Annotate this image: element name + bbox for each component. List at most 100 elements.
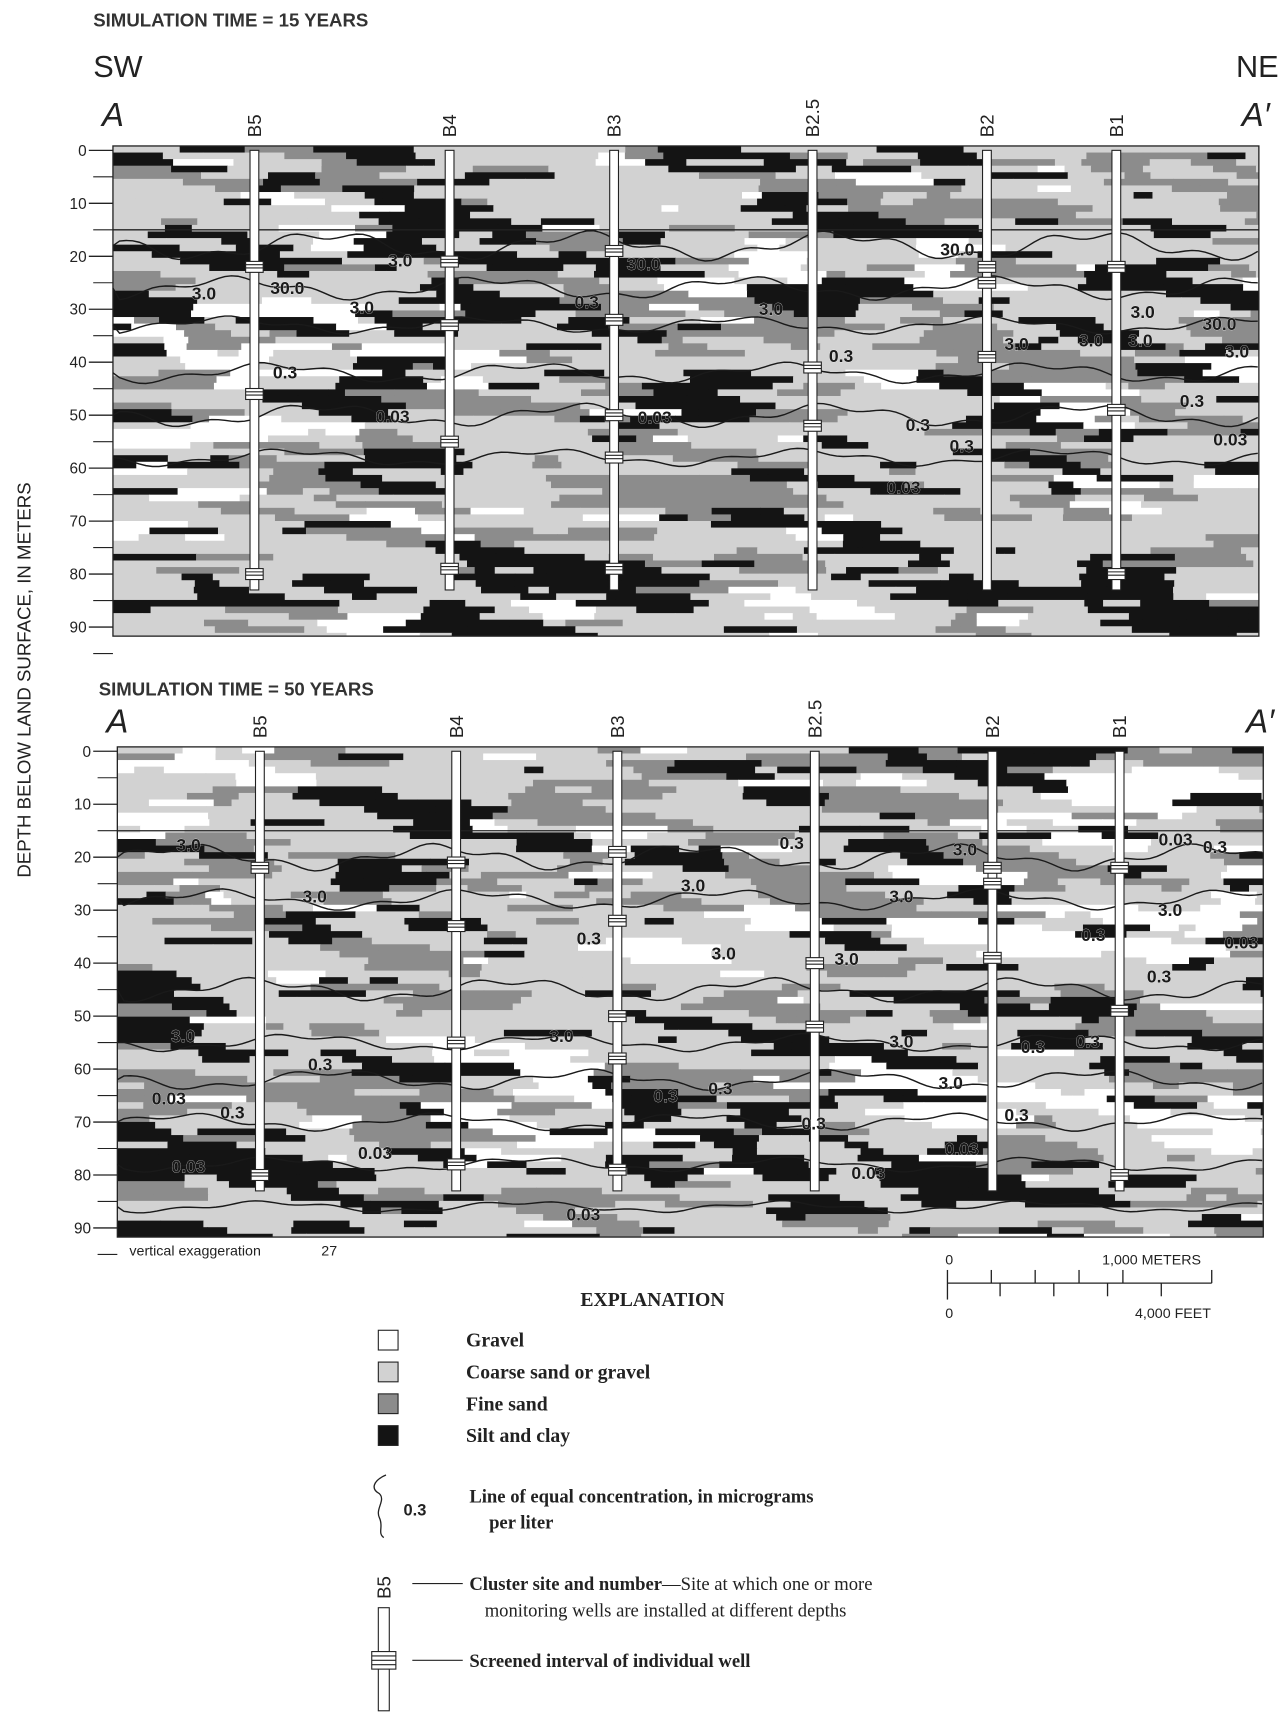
lithology-cell: [176, 971, 227, 978]
lithology-cell: [555, 172, 632, 179]
lithology-cell: [1123, 396, 1142, 403]
lithology-cell: [113, 238, 167, 245]
lithology-cell: [275, 767, 349, 774]
lithology-cell: [471, 747, 489, 754]
lithology-cell: [960, 626, 1006, 633]
lithology-cell: [1170, 1109, 1200, 1116]
scale-label: 0: [945, 1252, 953, 1268]
lithology-cell: [292, 580, 330, 587]
lithology-cell: [1133, 944, 1227, 951]
lithology-cell: [845, 370, 918, 377]
lithology-cell: [967, 389, 1042, 396]
lithology-cell: [421, 1003, 440, 1010]
lithology-cell: [1246, 1003, 1264, 1010]
contour-label: 3.0: [759, 299, 784, 319]
lithology-cell: [681, 409, 698, 416]
lithology-cell: [743, 429, 789, 436]
lithology-cell: [117, 1003, 172, 1010]
lithology-cell: [1024, 878, 1058, 885]
lithology-cell: [1043, 964, 1090, 971]
lithology-cell: [1063, 514, 1133, 521]
lithology-cell: [756, 819, 845, 826]
lithology-cell: [793, 212, 879, 219]
contour-label: 0.3: [829, 346, 854, 366]
lithology-cell: [355, 1089, 420, 1096]
well-screen: [605, 410, 623, 421]
lithology-cell: [1006, 786, 1033, 793]
lithology-cell: [858, 1227, 879, 1234]
lithology-cell: [172, 192, 203, 199]
lithology-cell: [535, 310, 576, 317]
lithology-cell: [675, 613, 765, 620]
lithology-cell: [113, 389, 167, 396]
lithology-cell: [1104, 1155, 1168, 1162]
lithology-cell: [1256, 839, 1264, 846]
lithology-cell: [357, 620, 406, 627]
lithology-cell: [1189, 957, 1215, 964]
lithology-cell: [1156, 258, 1221, 265]
lithology-cell: [277, 455, 366, 462]
lithology-cell: [517, 839, 593, 846]
lithology-cell: [1172, 964, 1206, 971]
lithology-cell: [386, 278, 432, 285]
lithology-cell: [1212, 238, 1259, 245]
lithology-cell: [1010, 495, 1076, 502]
lithology-cell: [651, 1181, 676, 1188]
lithology-cell: [860, 449, 953, 456]
lithology-cell: [880, 1175, 945, 1182]
lithology-cell: [1102, 832, 1159, 839]
lithology-cell: [929, 931, 988, 938]
lithology-cell: [423, 166, 447, 173]
contour-label: 0.03: [172, 1156, 206, 1176]
lithology-cell: [480, 238, 537, 245]
lithology-cell: [1012, 146, 1092, 153]
lithology-cell: [668, 166, 760, 173]
lithology-cell: [838, 1102, 904, 1109]
lithology-cell: [1138, 951, 1230, 958]
lithology-cell: [436, 580, 476, 587]
lithology-cell: [1099, 1135, 1152, 1142]
lithology-cell: [909, 1227, 930, 1234]
lithology-cell: [778, 580, 869, 587]
lithology-cell: [827, 971, 908, 978]
lithology-cell: [1245, 218, 1260, 225]
lithology-cell: [139, 534, 186, 541]
lithology-cell: [1022, 1214, 1112, 1221]
lithology-cell: [319, 800, 375, 807]
lithology-cell: [180, 885, 221, 892]
well: [988, 751, 997, 1191]
lithology-cell: [846, 159, 863, 166]
lithology-cell: [868, 508, 934, 515]
lithology-cell: [529, 971, 574, 978]
lithology-cell: [113, 462, 137, 469]
lithology-cell: [342, 1056, 392, 1063]
lithology-cell: [1066, 225, 1151, 232]
lithology-cell: [148, 997, 224, 1004]
lithology-cell: [364, 1227, 424, 1234]
lithology-cell: [665, 508, 712, 515]
lithology-cell: [474, 1050, 510, 1057]
lithology-cell: [681, 1109, 740, 1116]
lithology-cell: [556, 205, 601, 212]
lithology-cell: [336, 495, 393, 502]
lithology-cell: [434, 1056, 522, 1063]
lithology-cell: [991, 528, 1067, 535]
lithology-cell: [962, 482, 1049, 489]
lithology-cell: [835, 554, 920, 561]
lithology-cell: [293, 1221, 350, 1228]
lithology-cell: [1131, 238, 1213, 245]
lithology-cell: [1065, 911, 1091, 918]
lithology-cell: [187, 343, 215, 350]
lithology-cell: [916, 905, 992, 912]
lithology-cell: [520, 593, 556, 600]
lithology-cell: [484, 514, 561, 521]
lithology-cell: [311, 245, 364, 252]
lithology-cell: [117, 773, 206, 780]
lithology-cell: [539, 1082, 593, 1089]
lithology-cell: [536, 944, 579, 951]
lithology-cell: [507, 271, 558, 278]
lithology-cell: [679, 1148, 733, 1155]
lithology-cell: [831, 574, 861, 581]
lithology-cell: [328, 389, 345, 396]
lithology-cell: [267, 488, 304, 495]
